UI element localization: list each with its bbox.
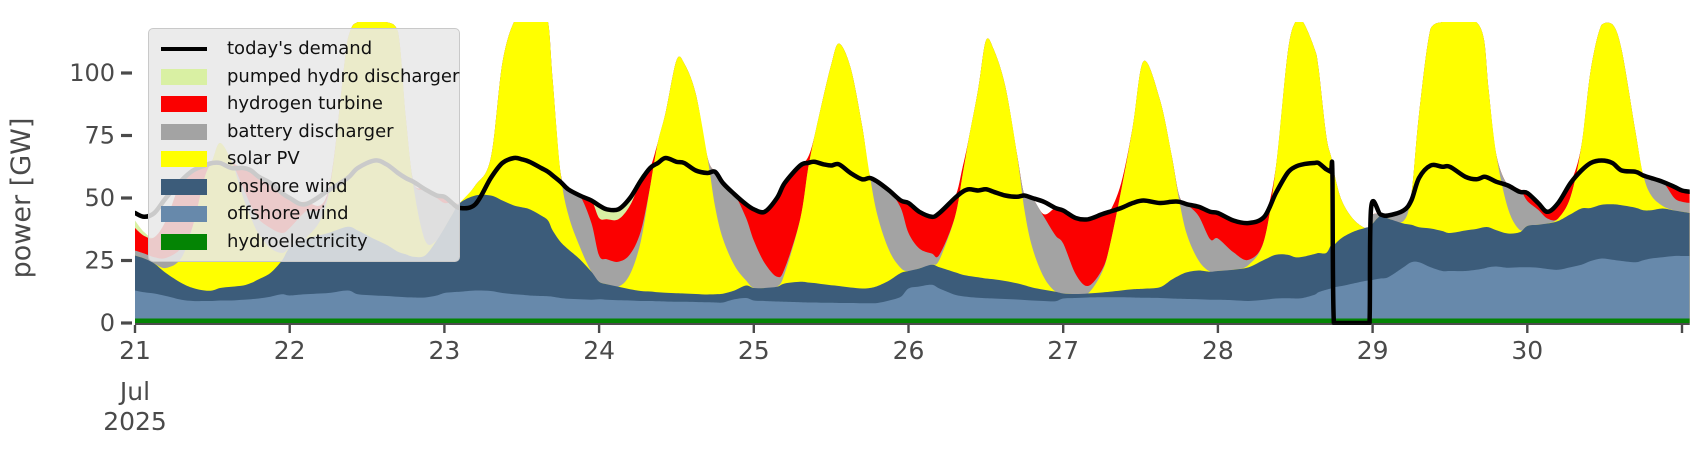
legend-item-pumped-hydro: pumped hydro discharger: [161, 64, 459, 90]
x-tick-label: 23: [428, 336, 460, 365]
plot-area: [135, 22, 1690, 325]
pumped-hydro-swatch: [161, 68, 207, 85]
y-axis-label: power [GW]: [6, 118, 37, 279]
onshore-wind-swatch: [161, 178, 207, 195]
area-band-hydroelectricity: [135, 318, 1690, 323]
x-tick-label: 21: [119, 336, 151, 365]
hydroelectricity-swatch: [161, 233, 207, 250]
y-tick-label: 50: [84, 184, 115, 212]
x-tick-label: 25: [738, 336, 770, 365]
x-tick-label: 22: [274, 336, 306, 365]
legend-label: pumped hydro discharger: [227, 65, 460, 87]
legend-item-battery: battery discharger: [161, 119, 449, 145]
x-tick-label: 24: [583, 336, 615, 365]
legend-label: battery discharger: [227, 120, 394, 142]
battery-swatch: [161, 123, 207, 140]
y-tick-label: 25: [84, 247, 115, 275]
legend-label: solar PV: [227, 148, 300, 170]
area-band-offshore-wind: [135, 255, 1690, 323]
x-tick-label: 27: [1047, 336, 1079, 365]
legend-label: today's demand: [227, 38, 373, 59]
area-band-onshore-wind: [135, 194, 1690, 323]
hydrogen-swatch: [161, 96, 207, 113]
offshore-wind-swatch: [161, 206, 207, 223]
chart-legend: today's demand pumped hydro discharger h…: [148, 28, 460, 262]
solar-swatch: [161, 151, 207, 168]
legend-item-onshore-wind: onshore wind: [161, 174, 449, 200]
legend-label: hydroelectricity: [227, 230, 368, 252]
x-tick-label: 29: [1357, 336, 1389, 365]
legend-item-hydrogen: hydrogen turbine: [161, 91, 449, 117]
x-axis-month-label: Jul: [118, 377, 150, 406]
x-tick-label: 26: [893, 336, 925, 365]
x-tick-label: 28: [1202, 336, 1234, 365]
legend-label: offshore wind: [227, 203, 349, 225]
y-tick-label: 0: [100, 309, 115, 337]
legend-item-offshore-wind: offshore wind: [161, 201, 449, 227]
x-axis-year-label: 2025: [103, 407, 167, 436]
y-tick-label: 100: [69, 59, 115, 87]
legend-item-demand: today's demand: [161, 36, 449, 62]
legend-label: onshore wind: [227, 175, 348, 197]
y-tick-label: 75: [84, 122, 115, 150]
legend-item-hydroelectricity: hydroelectricity: [161, 229, 449, 255]
legend-label: hydrogen turbine: [227, 93, 383, 115]
legend-item-solar: solar PV: [161, 146, 449, 172]
demand-line-swatch: [161, 47, 207, 51]
x-tick-label: 30: [1511, 336, 1543, 365]
